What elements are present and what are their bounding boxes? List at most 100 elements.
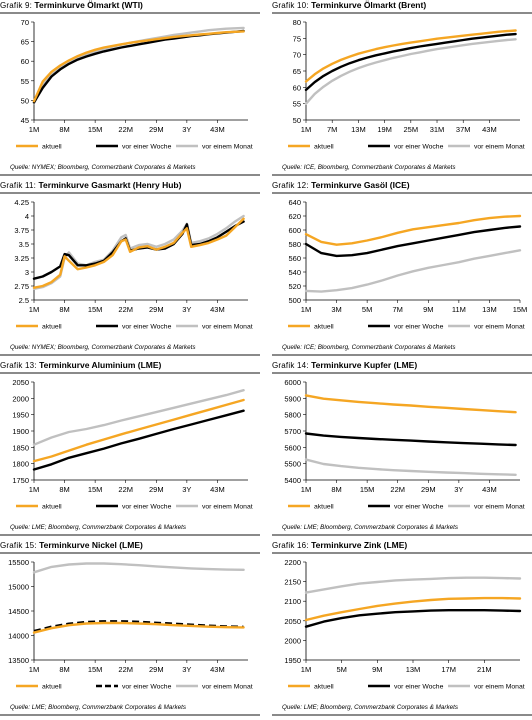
y-tick-label: 580 <box>288 240 301 249</box>
y-tick-label: 5900 <box>284 394 301 403</box>
top-rule <box>272 12 532 14</box>
legend-label: aktuell <box>314 504 334 511</box>
x-tick-label: 8M <box>59 485 69 494</box>
legend-label: vor einem Monat <box>474 504 525 511</box>
series-line <box>304 596 522 622</box>
x-tick-label: 1M <box>301 485 311 494</box>
y-tick-label: 60 <box>293 83 301 92</box>
x-tick-label: 7M <box>327 125 337 134</box>
x-tick-label: 25M <box>404 125 419 134</box>
x-tick-label: 9M <box>372 665 382 674</box>
x-tick-label: 29M <box>149 665 164 674</box>
chart-svg: 1950 2000 2050 2100 2150 2200 1M 5M 9M 13M 17M 21M a… <box>284 558 524 691</box>
top-rule <box>272 552 532 554</box>
panel-title: Grafik 15: Terminkurve Nickel (LME) <box>0 540 143 550</box>
chart-svg: 500 520 540 560 580 600 620 640 1M 3M 5M 7M 9M 11M 13M… <box>288 198 527 331</box>
legend-label: vor einem Monat <box>474 144 525 151</box>
y-tick-label: 520 <box>288 282 301 291</box>
bottom-rule <box>0 714 260 716</box>
series-line <box>304 249 522 293</box>
figure-label: Grafik 11: <box>0 181 37 190</box>
x-tick-label: 5M <box>336 665 346 674</box>
x-tick-label: 13M <box>406 665 421 674</box>
x-tick-label: 13M <box>351 125 366 134</box>
legend-label: vor einer Woche <box>394 684 444 691</box>
figure-label: Grafik 13: <box>0 361 37 370</box>
x-tick-label: 5M <box>362 305 372 314</box>
chart-title: Terminkurve Gasmarkt (Henry Hub) <box>38 180 182 190</box>
x-tick-label: 15M <box>88 485 103 494</box>
x-tick-label: 3Y <box>182 485 191 494</box>
legend-label: aktuell <box>42 504 62 511</box>
y-tick-label: 1750 <box>12 476 29 485</box>
y-tick-label: 3.75 <box>14 226 29 235</box>
x-tick-label: 7M <box>393 305 403 314</box>
source-note: Quelle: LME; Bloomberg, Commerzbank Corp… <box>10 524 187 531</box>
series-line <box>32 217 245 289</box>
y-tick-label: 640 <box>288 198 301 207</box>
series-line <box>32 30 245 103</box>
legend-label: vor einer Woche <box>122 324 172 331</box>
y-tick-label: 5800 <box>284 411 301 420</box>
source-note: Quelle: LME; Bloomberg, Commerzbank Corp… <box>282 704 459 711</box>
x-tick-label: 1M <box>301 125 311 134</box>
source-note: Quelle: ICE, Bloomberg, Commerzbank Corp… <box>282 164 456 171</box>
legend-label: vor einer Woche <box>122 684 172 691</box>
series-line <box>304 32 517 92</box>
series-line <box>304 609 522 628</box>
legend-label: aktuell <box>42 324 62 331</box>
y-tick-label: 2050 <box>12 378 29 387</box>
x-tick-label: 3Y <box>182 125 191 134</box>
y-tick-label: 80 <box>293 18 301 27</box>
x-tick-label: 15M <box>88 665 103 674</box>
x-tick-label: 22M <box>390 485 405 494</box>
panel-title: Grafik 10: Terminkurve Ölmarkt (Brent) <box>272 0 426 10</box>
top-rule <box>272 372 532 374</box>
panel-title: Grafik 16: Terminkurve Zink (LME) <box>272 540 407 550</box>
y-tick-label: 2000 <box>284 636 301 645</box>
legend-label: vor einem Monat <box>202 504 253 511</box>
y-tick-label: 2.5 <box>19 296 29 305</box>
figure-label: Grafik 16: <box>272 541 309 550</box>
bottom-rule <box>272 714 532 716</box>
x-tick-label: 15M <box>360 485 375 494</box>
y-tick-label: 4 <box>25 212 29 221</box>
x-tick-label: 19M <box>377 125 392 134</box>
y-tick-label: 50 <box>293 116 301 125</box>
x-tick-label: 1M <box>29 305 39 314</box>
legend-label: vor einer Woche <box>394 324 444 331</box>
y-tick-label: 45 <box>21 116 29 125</box>
y-tick-label: 1850 <box>12 443 29 452</box>
y-tick-label: 3 <box>25 268 29 277</box>
series-line <box>32 398 245 463</box>
x-tick-label: 22M <box>118 665 133 674</box>
top-rule <box>0 192 260 194</box>
y-tick-label: 15500 <box>8 558 29 567</box>
figure-label: Grafik 14: <box>272 361 309 370</box>
series-line <box>32 562 245 574</box>
x-tick-label: 1M <box>301 305 311 314</box>
chart-panel: Grafik 13: Terminkurve Aluminium (LME) 1… <box>0 360 260 538</box>
y-tick-label: 5500 <box>284 460 301 469</box>
bottom-rule <box>272 354 532 356</box>
y-tick-label: 15000 <box>8 583 29 592</box>
chart-title: Terminkurve Ölmarkt (WTI) <box>34 0 143 10</box>
source-note: Quelle: LME; Bloomberg, Commerzbank Corp… <box>282 524 459 531</box>
legend-label: vor einer Woche <box>122 144 172 151</box>
source-note: Quelle: NYMEX; Bloomberg, Commerzbank Co… <box>10 164 196 171</box>
legend-label: vor einer Woche <box>122 504 172 511</box>
legend-label: vor einer Woche <box>394 504 444 511</box>
figure-label: Grafik 15: <box>0 541 37 550</box>
bottom-rule <box>272 174 532 176</box>
top-rule <box>0 12 260 14</box>
y-tick-label: 60 <box>21 57 29 66</box>
chart-svg: 13500 14000 14500 15000 15500 1M 8M 15M 22M 29M 3Y… <box>8 558 253 691</box>
x-tick-label: 3M <box>331 305 341 314</box>
x-tick-label: 11M <box>452 305 466 314</box>
x-tick-label: 8M <box>59 665 69 674</box>
y-tick-label: 5600 <box>284 443 301 452</box>
series-line <box>304 394 517 414</box>
y-tick-label: 1800 <box>12 460 29 469</box>
y-tick-label: 2050 <box>284 617 301 626</box>
chart-title: Terminkurve Kupfer (LME) <box>311 360 418 370</box>
